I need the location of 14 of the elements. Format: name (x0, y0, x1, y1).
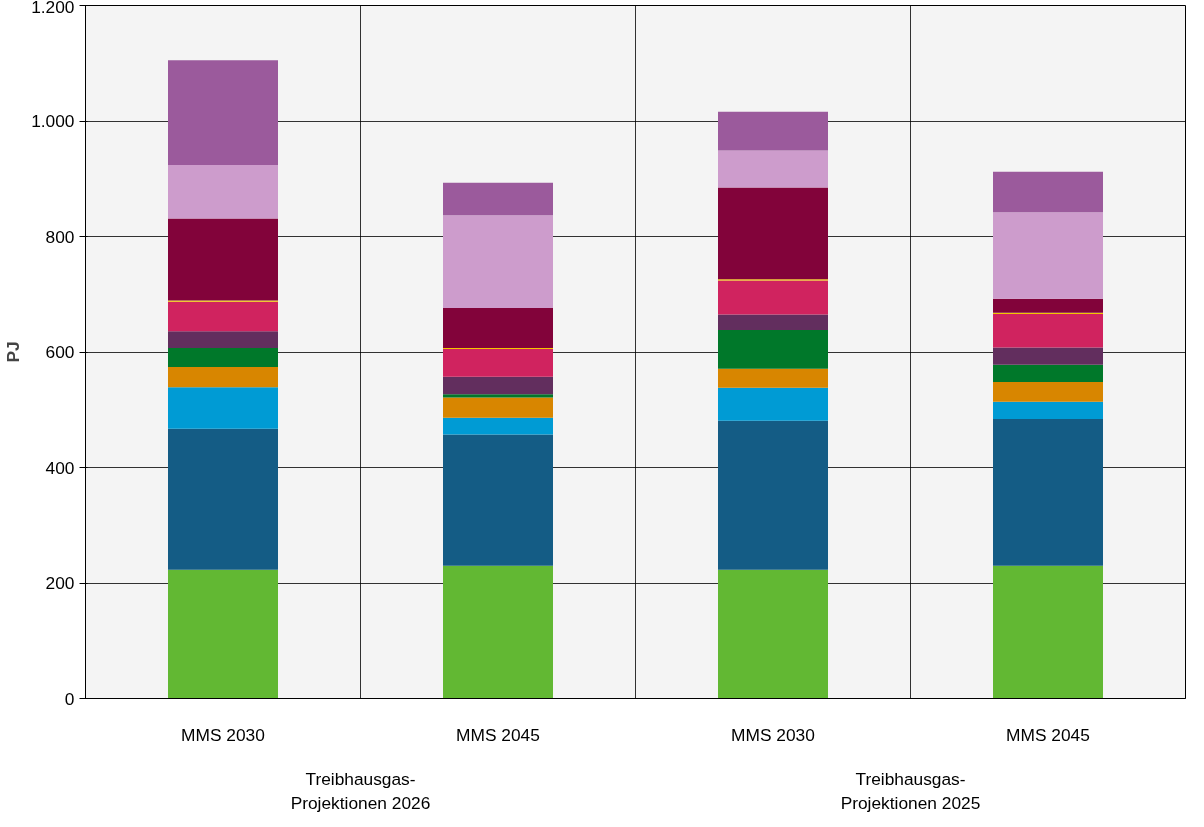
x-tick-label: MMS 2030 (181, 724, 265, 745)
text: Treibhausgas-Projektionen 2025 (840, 768, 981, 813)
x-tick-label: MMS 2030 (731, 724, 815, 745)
y-axis-title: PJ (3, 341, 24, 363)
y-tick-label: 400 (45, 457, 75, 478)
x-tick-label: MMS 2045 (456, 724, 540, 745)
y-tick-label: 0 (64, 688, 75, 709)
text: Treibhausgas-Projektionen 2026 (290, 768, 431, 813)
x-tick-label: MMS 2045 (1006, 724, 1090, 745)
y-tick-label: 800 (45, 226, 75, 247)
y-tick-label: 1.200 (31, 0, 75, 17)
y-tick-label: 600 (45, 342, 75, 362)
y-tick-label: 200 (45, 573, 75, 593)
y-tick-label: 1.000 (31, 111, 75, 131)
